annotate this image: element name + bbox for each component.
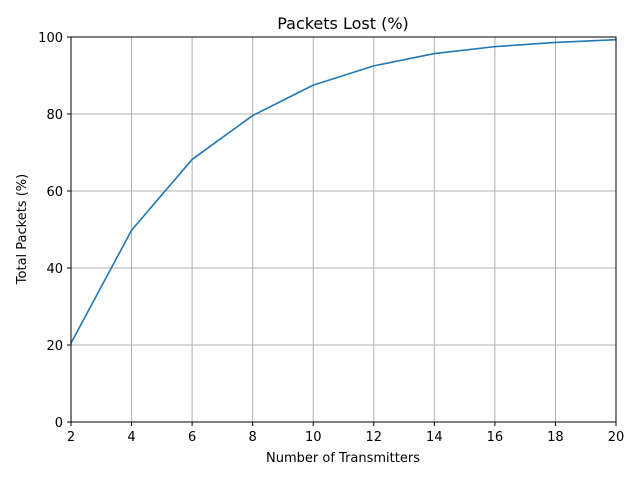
y-axis-title: Total Packets (%) xyxy=(15,174,30,285)
chart-title: Packets Lost (%) xyxy=(277,14,409,33)
data-point xyxy=(372,65,375,67)
data-point xyxy=(312,84,315,86)
x-tick-label: 8 xyxy=(249,430,257,445)
x-tick-label: 16 xyxy=(487,430,504,445)
x-axis-title: Number of Transmitters xyxy=(266,451,420,466)
x-tick-label: 14 xyxy=(426,430,443,445)
y-tick-label: 100 xyxy=(38,31,63,46)
x-tick-label: 18 xyxy=(547,430,564,445)
series-line xyxy=(70,38,617,344)
x-tick-label: 12 xyxy=(366,430,383,445)
y-tick-label: 80 xyxy=(46,108,63,123)
grid-lines xyxy=(70,36,617,423)
y-tick-label: 60 xyxy=(46,185,63,200)
y-tick-label: 0 xyxy=(55,416,63,431)
y-tick-label: 20 xyxy=(46,339,63,354)
y-tick-label: 40 xyxy=(46,262,63,277)
data-point xyxy=(494,45,496,48)
x-tick-label: 2 xyxy=(67,430,75,445)
plot-frame xyxy=(70,36,617,423)
axis-ticks: 2 4 6 8 10 12 14 16 18 20 0 20 40 60 80 100 xyxy=(38,31,624,445)
data-point xyxy=(191,158,193,161)
data-point xyxy=(130,229,133,232)
data-point xyxy=(433,52,436,55)
data-point xyxy=(554,41,557,44)
x-tick-label: 4 xyxy=(127,430,135,445)
data-point xyxy=(251,114,254,117)
x-tick-label: 6 xyxy=(188,430,196,445)
x-tick-label: 10 xyxy=(305,430,322,445)
x-tick-label: 20 xyxy=(608,430,625,445)
